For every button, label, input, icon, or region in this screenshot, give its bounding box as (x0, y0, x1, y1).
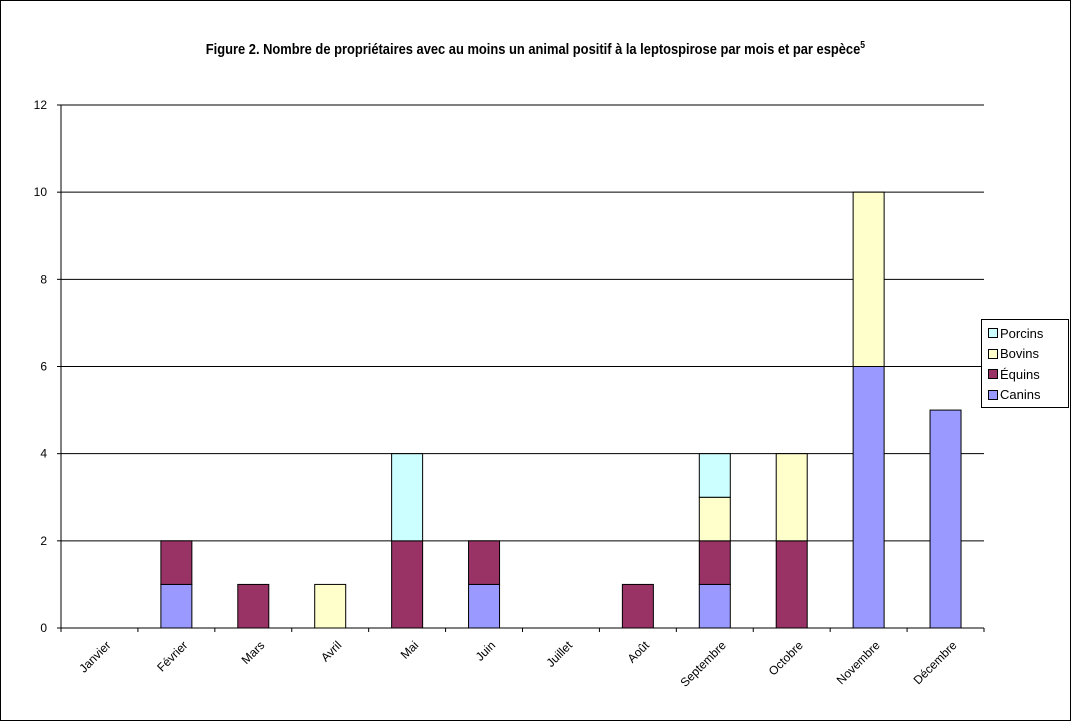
bar-segment (698, 583, 731, 629)
y-tick-label: 6 (40, 360, 47, 374)
bar-segment (468, 583, 501, 629)
y-tick-label: 10 (34, 185, 48, 199)
x-tick-label: Décembre (911, 638, 960, 687)
y-tick-label: 4 (40, 447, 47, 461)
bar-segment (391, 453, 424, 542)
chart-title-text: Figure 2. Nombre de propriétaires avec a… (205, 41, 861, 58)
legend-swatch (988, 348, 998, 359)
bar-segment (698, 540, 731, 585)
bar-segment (160, 540, 193, 585)
y-tick-label: 2 (40, 534, 47, 548)
bar-segment (314, 583, 347, 629)
chart-legend: Porcins Bovins Équins Canins (981, 319, 1069, 408)
legend-item: Équins (982, 364, 1068, 385)
chart-title-superscript: 5 (860, 40, 866, 51)
bar-segment (621, 583, 654, 629)
y-tick-label: 12 (34, 98, 48, 112)
legend-swatch (988, 369, 998, 380)
legend-swatch (988, 389, 998, 400)
legend-item: Porcins (982, 323, 1068, 344)
y-tick-label: 8 (40, 272, 47, 286)
legend-item: Canins (982, 385, 1068, 406)
legend-label: Équins (1000, 366, 1040, 382)
x-tick-label: Septembre (678, 638, 730, 690)
y-tick-label: 0 (40, 621, 47, 635)
bar-segment (237, 583, 270, 629)
x-tick-label: Mars (239, 638, 268, 667)
bar-segment (852, 366, 885, 629)
x-tick-label: Mai (398, 638, 422, 662)
bar-segment (852, 191, 885, 367)
legend-label: Bovins (1000, 346, 1040, 362)
x-tick-label: Janvier (76, 638, 113, 675)
bar-segment (929, 409, 962, 629)
bar-segment (698, 496, 731, 542)
legend-item: Bovins (982, 344, 1068, 365)
bar-segment (391, 540, 424, 629)
bar-segment (775, 453, 808, 542)
x-tick-label: Juin (473, 638, 498, 663)
x-tick-label: Avril (318, 638, 344, 664)
chart-title: Figure 2. Nombre de propriétaires avec a… (75, 40, 996, 58)
legend-swatch (988, 328, 998, 339)
bar-segment (468, 540, 501, 585)
bar-segment (698, 453, 731, 498)
x-tick-label: Octobre (766, 638, 806, 678)
bar-segment (160, 583, 193, 629)
bar-segment (775, 540, 808, 629)
legend-label: Porcins (1000, 325, 1044, 341)
x-tick-label: Novembre (834, 638, 883, 687)
legend-label: Canins (1000, 387, 1041, 403)
x-tick-label: Août (625, 638, 653, 666)
x-tick-label: Juillet (543, 638, 575, 670)
x-tick-label: Février (154, 638, 190, 674)
